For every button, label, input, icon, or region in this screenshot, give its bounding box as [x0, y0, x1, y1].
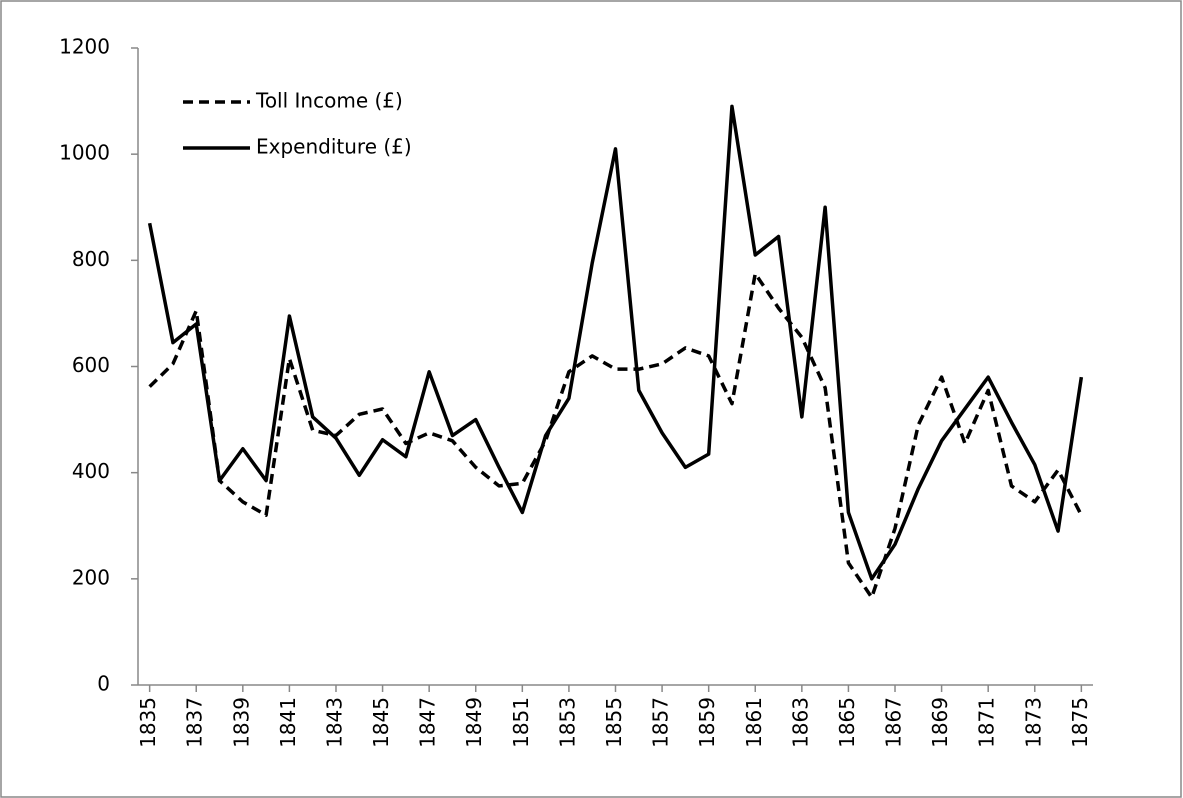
y-tick-label: 0 — [97, 672, 110, 696]
x-tick-label: 1845 — [369, 697, 393, 748]
y-tick-label: 400 — [72, 459, 110, 483]
line-series — [148, 271, 1083, 600]
line-series — [147, 104, 1084, 581]
x-tick-label: 1847 — [416, 697, 440, 748]
x-tick-label: 1867 — [882, 697, 906, 748]
legend-label: Expenditure (£) — [256, 135, 412, 159]
y-tick-label: 1200 — [59, 35, 110, 59]
x-tick-label: 1863 — [788, 697, 812, 748]
y-tick-label: 600 — [72, 353, 110, 377]
x-tick-label: 1835 — [136, 697, 160, 748]
x-tick-label: 1865 — [835, 697, 859, 748]
x-tick-label: 1859 — [695, 697, 719, 748]
y-tick-label: 200 — [72, 565, 110, 589]
x-tick-label: 1857 — [649, 697, 673, 748]
x-tick-label: 1837 — [183, 697, 207, 748]
x-tick-label: 1861 — [742, 697, 766, 748]
y-tick-label: 800 — [72, 247, 110, 271]
x-tick-label: 1875 — [1068, 697, 1092, 748]
x-tick-label: 1871 — [975, 697, 999, 748]
x-tick-label: 1841 — [276, 697, 300, 748]
y-tick-label: 1000 — [59, 141, 110, 165]
legend-label: Toll Income (£) — [255, 89, 403, 113]
x-tick-label: 1853 — [555, 697, 579, 748]
x-tick-label: 1849 — [462, 697, 486, 748]
x-tick-label: 1851 — [509, 697, 533, 748]
x-tick-label: 1843 — [322, 697, 346, 748]
x-tick-label: 1855 — [602, 697, 626, 748]
x-tick-label: 1869 — [928, 697, 952, 748]
x-tick-label: 1873 — [1021, 697, 1045, 748]
x-tick-label: 1839 — [229, 697, 253, 748]
